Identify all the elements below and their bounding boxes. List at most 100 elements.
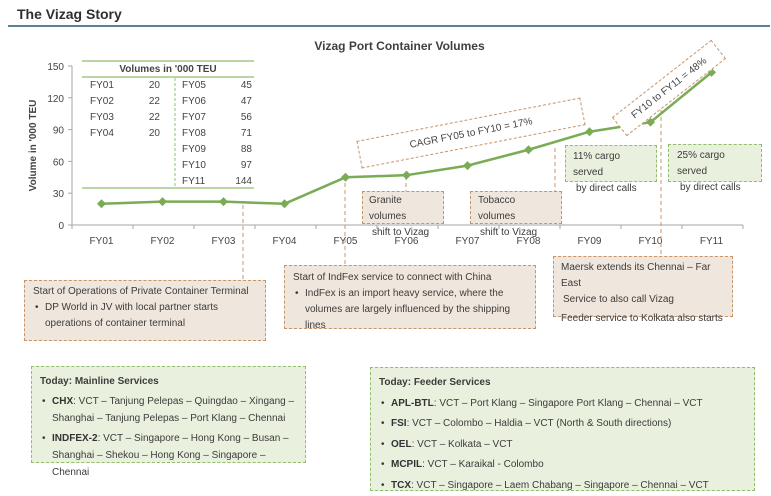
fy-label: FY07 <box>182 112 206 123</box>
bullet-line: operations of container terminal <box>45 318 185 329</box>
y-tick-label: 30 <box>53 189 65 200</box>
fy-label: FY06 <box>182 96 206 107</box>
x-tick-label: FY09 <box>578 236 602 247</box>
feeder-service-item: OEL: VCT – Kolkata – VCT <box>391 435 746 456</box>
private-terminal-heading: Start of Operations of Private Container… <box>33 284 257 300</box>
service-route: : VCT – Tanjung Pelepas – Quingdao – Xin… <box>73 396 294 407</box>
private-terminal-bullet: DP World in JV with local partner starts… <box>45 300 257 332</box>
indfex-bullet: IndFex is an import heavy service, where… <box>305 286 527 334</box>
fy-label: FY10 <box>182 160 206 171</box>
direct-11-callout: 11% cargo served by direct calls <box>565 145 657 182</box>
x-tick-label: FY02 <box>151 236 175 247</box>
direct-11-line-1: 11% cargo served <box>573 149 649 181</box>
data-table-row: FY05 45 <box>182 80 252 91</box>
x-tick-label: FY07 <box>456 236 480 247</box>
x-tick-label: FY10 <box>639 236 663 247</box>
y-axis-label: Volume in '000 TEU <box>28 100 39 192</box>
y-tick-label: 120 <box>47 94 64 105</box>
service-code: TCX <box>391 480 411 491</box>
granite-line-1: Granite volumes <box>369 193 437 225</box>
fy-label: FY08 <box>182 128 206 139</box>
x-tick-label: FY04 <box>273 236 297 247</box>
granite-callout: Granite volumes shift to Vizag <box>362 191 444 224</box>
data-point-marker <box>402 171 411 180</box>
feeder-services-box: Today: Feeder Services APL-BTL: VCT – Po… <box>370 367 755 491</box>
data-table-row: FY06 47 <box>182 96 252 107</box>
service-code: FSI <box>391 418 407 429</box>
fy-value: 71 <box>241 128 252 139</box>
data-point-marker <box>524 145 533 154</box>
fy-label: FY02 <box>90 96 114 107</box>
tobacco-line-2: shift to Vizag <box>478 225 554 241</box>
mainline-service-item: CHX: VCT – Tanjung Pelepas – Quingdao – … <box>52 393 297 427</box>
data-point-marker <box>97 199 106 208</box>
granite-line-2: shift to Vizag <box>369 225 437 241</box>
bullet-line: DP World in JV with local partner starts <box>45 302 218 313</box>
fy-value: 22 <box>149 96 160 107</box>
data-table-row: FY10 97 <box>182 160 252 171</box>
x-tick-label: FY03 <box>212 236 236 247</box>
data-table-header: Volumes in '000 TEU <box>82 64 254 75</box>
y-tick-label: 60 <box>53 157 65 168</box>
fy-value: 56 <box>241 112 252 123</box>
fy-label: FY09 <box>182 144 206 155</box>
data-point-marker <box>341 173 350 182</box>
fy-value: 88 <box>241 144 252 155</box>
data-point-marker <box>463 161 472 170</box>
service-code: INDFEX-2 <box>52 433 98 444</box>
fy-value: 45 <box>241 80 252 91</box>
y-tick-label: 150 <box>47 62 64 73</box>
data-point-marker <box>158 197 167 206</box>
service-route: : VCT – Singapore – Hong Kong – Busan – <box>98 433 289 444</box>
private-terminal-bullets: DP World in JV with local partner starts… <box>33 300 257 332</box>
maersk-line-3: Feeder service to Kolkata also starts <box>561 311 725 327</box>
indfex-callout: Start of IndFex service to connect with … <box>284 265 536 329</box>
tobacco-callout: Tobacco volumes shift to Vizag <box>470 191 562 224</box>
x-tick-label: FY01 <box>90 236 114 247</box>
mainline-list: CHX: VCT – Tanjung Pelepas – Quingdao – … <box>40 393 297 481</box>
indfex-heading: Start of IndFex service to connect with … <box>293 270 527 286</box>
data-point-marker <box>280 199 289 208</box>
fy-label: FY05 <box>182 80 206 91</box>
data-point-marker <box>219 197 228 206</box>
feeder-list: APL-BTL: VCT – Port Klang – Singapore Po… <box>379 394 746 496</box>
service-route: : VCT – Singapore – Laem Chabang – Singa… <box>411 480 709 491</box>
fy-label: FY03 <box>90 112 114 123</box>
fy-label: FY11 <box>182 176 205 187</box>
tobacco-line-1: Tobacco volumes <box>478 193 554 225</box>
direct-25-callout: 25% cargo served by direct calls <box>668 144 762 182</box>
indfex-bullets: IndFex is an import heavy service, where… <box>293 286 527 334</box>
maersk-line-2: Service to also call Vizag <box>561 292 725 308</box>
feeder-service-item: MCPIL: VCT – Karaikal - Colombo <box>391 455 746 476</box>
fy-value: 20 <box>149 80 160 91</box>
service-route: : VCT – Port Klang – Singapore Port Klan… <box>434 398 703 409</box>
maersk-line-1: Maersk extends its Chennai – Far East <box>561 260 725 292</box>
feeder-service-item: TCX: VCT – Singapore – Laem Chabang – Si… <box>391 476 746 496</box>
service-route: : VCT – Karaikal - Colombo <box>422 459 544 470</box>
service-code: APL-BTL <box>391 398 434 409</box>
direct-11-line-2: by direct calls <box>573 181 649 197</box>
service-route: : VCT – Colombo – Haldia – VCT (North & … <box>407 418 672 429</box>
y-tick-label: 0 <box>58 221 64 232</box>
service-code: MCPIL <box>391 459 422 470</box>
maersk-callout: Maersk extends its Chennai – Far East Se… <box>553 256 733 317</box>
service-route-cont: Shanghai – Shekou – Hong Kong – Singapor… <box>52 450 266 478</box>
bullet-line: IndFex is an import heavy service, where… <box>305 288 503 299</box>
data-table-row: FY02 22 <box>90 96 160 107</box>
fy-value: 47 <box>241 96 252 107</box>
data-table-row: FY07 56 <box>182 112 252 123</box>
x-tick-label: FY05 <box>334 236 358 247</box>
fy-value: 97 <box>241 160 252 171</box>
service-route-cont: Shanghai – Tanjung Pelepas – Port Klang … <box>52 413 285 424</box>
bullet-line: volumes are largely influenced by the sh… <box>305 304 510 331</box>
private-terminal-callout: Start of Operations of Private Container… <box>24 280 266 341</box>
mainline-heading: Today: Mainline Services <box>40 373 297 390</box>
feeder-service-item: FSI: VCT – Colombo – Haldia – VCT (North… <box>391 414 746 435</box>
service-route: : VCT – Kolkata – VCT <box>412 439 513 450</box>
data-table-row: FY08 71 <box>182 128 252 139</box>
service-code: OEL <box>391 439 412 450</box>
